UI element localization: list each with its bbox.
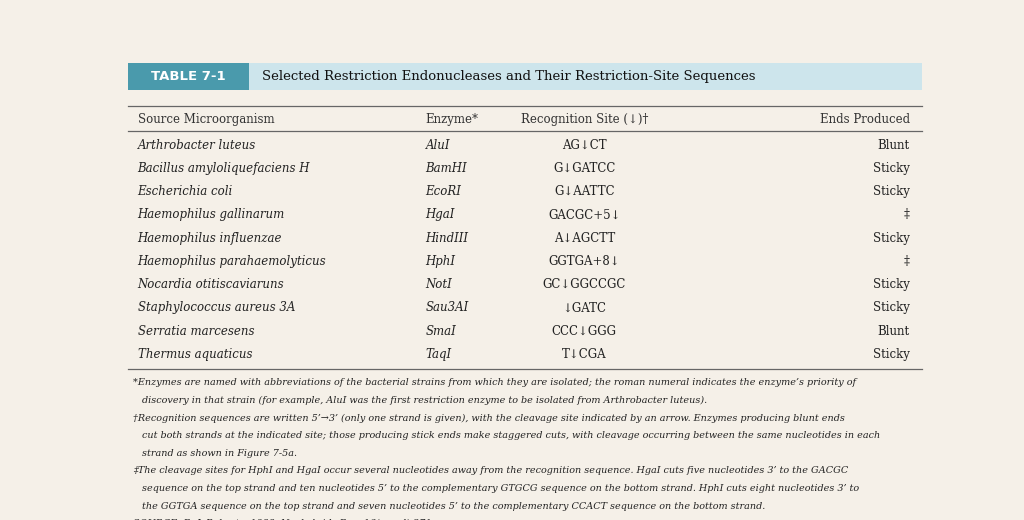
Text: Sticky: Sticky bbox=[872, 162, 909, 175]
Text: GACGC+5↓: GACGC+5↓ bbox=[548, 209, 621, 222]
FancyBboxPatch shape bbox=[128, 63, 922, 90]
Text: NotI: NotI bbox=[426, 278, 453, 291]
Text: Haemophilus gallinarum: Haemophilus gallinarum bbox=[137, 209, 285, 222]
Text: CCC↓GGG: CCC↓GGG bbox=[552, 324, 616, 337]
Text: A↓AGCTT: A↓AGCTT bbox=[554, 232, 615, 245]
Text: Arthrobacter luteus: Arthrobacter luteus bbox=[137, 139, 256, 152]
Text: TABLE 7-1: TABLE 7-1 bbox=[152, 70, 226, 83]
Text: AluI: AluI bbox=[426, 139, 451, 152]
Text: Ends Produced: Ends Produced bbox=[819, 113, 909, 126]
Text: Sticky: Sticky bbox=[872, 302, 909, 315]
Text: Bacillus amyloliquefaciens H: Bacillus amyloliquefaciens H bbox=[137, 162, 310, 175]
Text: AG↓CT: AG↓CT bbox=[562, 139, 606, 152]
Text: Escherichia coli: Escherichia coli bbox=[137, 185, 232, 198]
Text: Sticky: Sticky bbox=[872, 348, 909, 361]
Text: Nocardia otitiscaviaruns: Nocardia otitiscaviaruns bbox=[137, 278, 284, 291]
Text: Sticky: Sticky bbox=[872, 278, 909, 291]
Text: SOURCE: R. J. Roberts, 1988, Nucl. Acids Res. 16(suppl):271.: SOURCE: R. J. Roberts, 1988, Nucl. Acids… bbox=[133, 519, 434, 520]
Text: ‡The cleavage sites for HphI and HgaI occur several nucleotides away from the re: ‡The cleavage sites for HphI and HgaI oc… bbox=[133, 466, 848, 475]
Text: ‡: ‡ bbox=[904, 209, 909, 222]
Text: EcoRI: EcoRI bbox=[426, 185, 462, 198]
Text: discovery in that strain (for example, AluI was the first restriction enzyme to : discovery in that strain (for example, A… bbox=[133, 396, 707, 405]
Text: SmaI: SmaI bbox=[426, 324, 457, 337]
FancyBboxPatch shape bbox=[128, 63, 250, 90]
Text: Source Microorganism: Source Microorganism bbox=[137, 113, 274, 126]
Text: the GGTGA sequence on the top strand and seven nucleotides 5’ to the complementa: the GGTGA sequence on the top strand and… bbox=[133, 501, 765, 511]
Text: Blunt: Blunt bbox=[878, 139, 909, 152]
Text: Sau3AI: Sau3AI bbox=[426, 302, 469, 315]
Text: †Recognition sequences are written 5’→3’ (only one strand is given), with the cl: †Recognition sequences are written 5’→3’… bbox=[133, 413, 845, 423]
Text: Serratia marcesens: Serratia marcesens bbox=[137, 324, 254, 337]
Text: *Enzymes are named with abbreviations of the bacterial strains from which they a: *Enzymes are named with abbreviations of… bbox=[133, 378, 856, 387]
Text: T↓CGA: T↓CGA bbox=[562, 348, 606, 361]
Text: Blunt: Blunt bbox=[878, 324, 909, 337]
Text: G↓AATTC: G↓AATTC bbox=[554, 185, 614, 198]
Text: Thermus aquaticus: Thermus aquaticus bbox=[137, 348, 252, 361]
Text: Enzyme*: Enzyme* bbox=[426, 113, 478, 126]
Text: sequence on the top strand and ten nucleotides 5’ to the complementary GTGCG seq: sequence on the top strand and ten nucle… bbox=[133, 484, 859, 493]
Text: HindIII: HindIII bbox=[426, 232, 469, 245]
Text: HphI: HphI bbox=[426, 255, 456, 268]
Text: GC↓GGCCGC: GC↓GGCCGC bbox=[543, 278, 626, 291]
Text: Haemophilus influenzae: Haemophilus influenzae bbox=[137, 232, 282, 245]
Text: BamHI: BamHI bbox=[426, 162, 467, 175]
Text: Haemophilus parahaemolyticus: Haemophilus parahaemolyticus bbox=[137, 255, 327, 268]
Text: strand as shown in Figure 7-5a.: strand as shown in Figure 7-5a. bbox=[133, 449, 297, 458]
Text: Sticky: Sticky bbox=[872, 185, 909, 198]
Text: ↓GATC: ↓GATC bbox=[562, 302, 606, 315]
Text: TaqI: TaqI bbox=[426, 348, 452, 361]
Text: Staphylococcus aureus 3A: Staphylococcus aureus 3A bbox=[137, 302, 295, 315]
Text: HgaI: HgaI bbox=[426, 209, 455, 222]
Text: GGTGA+8↓: GGTGA+8↓ bbox=[549, 255, 621, 268]
Text: Recognition Site (↓)†: Recognition Site (↓)† bbox=[520, 113, 648, 126]
Text: G↓GATCC: G↓GATCC bbox=[553, 162, 615, 175]
Text: cut both strands at the indicated site; those producing stick ends make staggere: cut both strands at the indicated site; … bbox=[133, 431, 880, 440]
Text: ‡: ‡ bbox=[904, 255, 909, 268]
Text: Selected Restriction Endonucleases and Their Restriction-Site Sequences: Selected Restriction Endonucleases and T… bbox=[262, 70, 756, 83]
Text: Sticky: Sticky bbox=[872, 232, 909, 245]
